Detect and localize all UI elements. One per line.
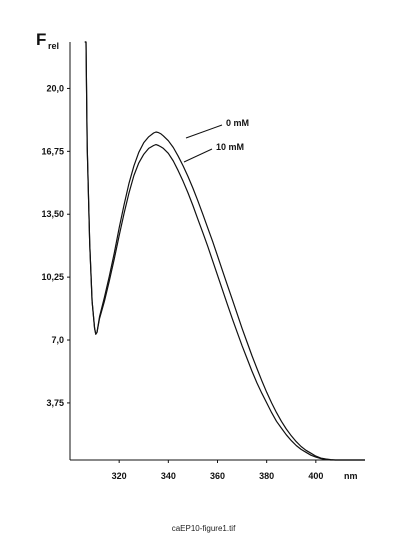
x-tick-label: 380 xyxy=(259,471,274,481)
series-line-0mm xyxy=(84,41,365,461)
series-label-0mm: 0 mM xyxy=(226,118,249,128)
x-ticks: 320 340 360 380 400 xyxy=(112,460,323,481)
series-line-10mm xyxy=(84,41,365,461)
y-tick-label: 7,0 xyxy=(51,335,64,345)
x-tick-label: 400 xyxy=(308,471,323,481)
series-label-leader-10mm xyxy=(183,148,213,163)
y-ticks: 3,75 7,0 10,25 13,50 16,75 20,0 xyxy=(41,83,70,408)
y-tick-label: 16,75 xyxy=(41,146,64,156)
x-tick-label: 340 xyxy=(161,471,176,481)
y-tick-label: 13,50 xyxy=(41,209,64,219)
y-tick-label: 10,25 xyxy=(41,272,64,282)
x-tick-label: 320 xyxy=(112,471,127,481)
y-axis-label-main: F xyxy=(36,30,46,49)
y-tick-label: 3,75 xyxy=(46,398,64,408)
fluorescence-chart: 3,75 7,0 10,25 13,50 16,75 20,0 320 340 360 380 4… xyxy=(36,30,365,481)
figure-caption: caEP10-figure1.tif xyxy=(171,524,236,533)
series-label-10mm: 10 mM xyxy=(216,142,244,152)
series-lines xyxy=(84,41,365,461)
y-axis-label-sub: rel xyxy=(48,41,59,51)
x-tick-label: 360 xyxy=(210,471,225,481)
series-label-leader-0mm xyxy=(185,124,223,139)
y-tick-label: 20,0 xyxy=(46,83,64,93)
x-axis-label: nm xyxy=(344,471,358,481)
